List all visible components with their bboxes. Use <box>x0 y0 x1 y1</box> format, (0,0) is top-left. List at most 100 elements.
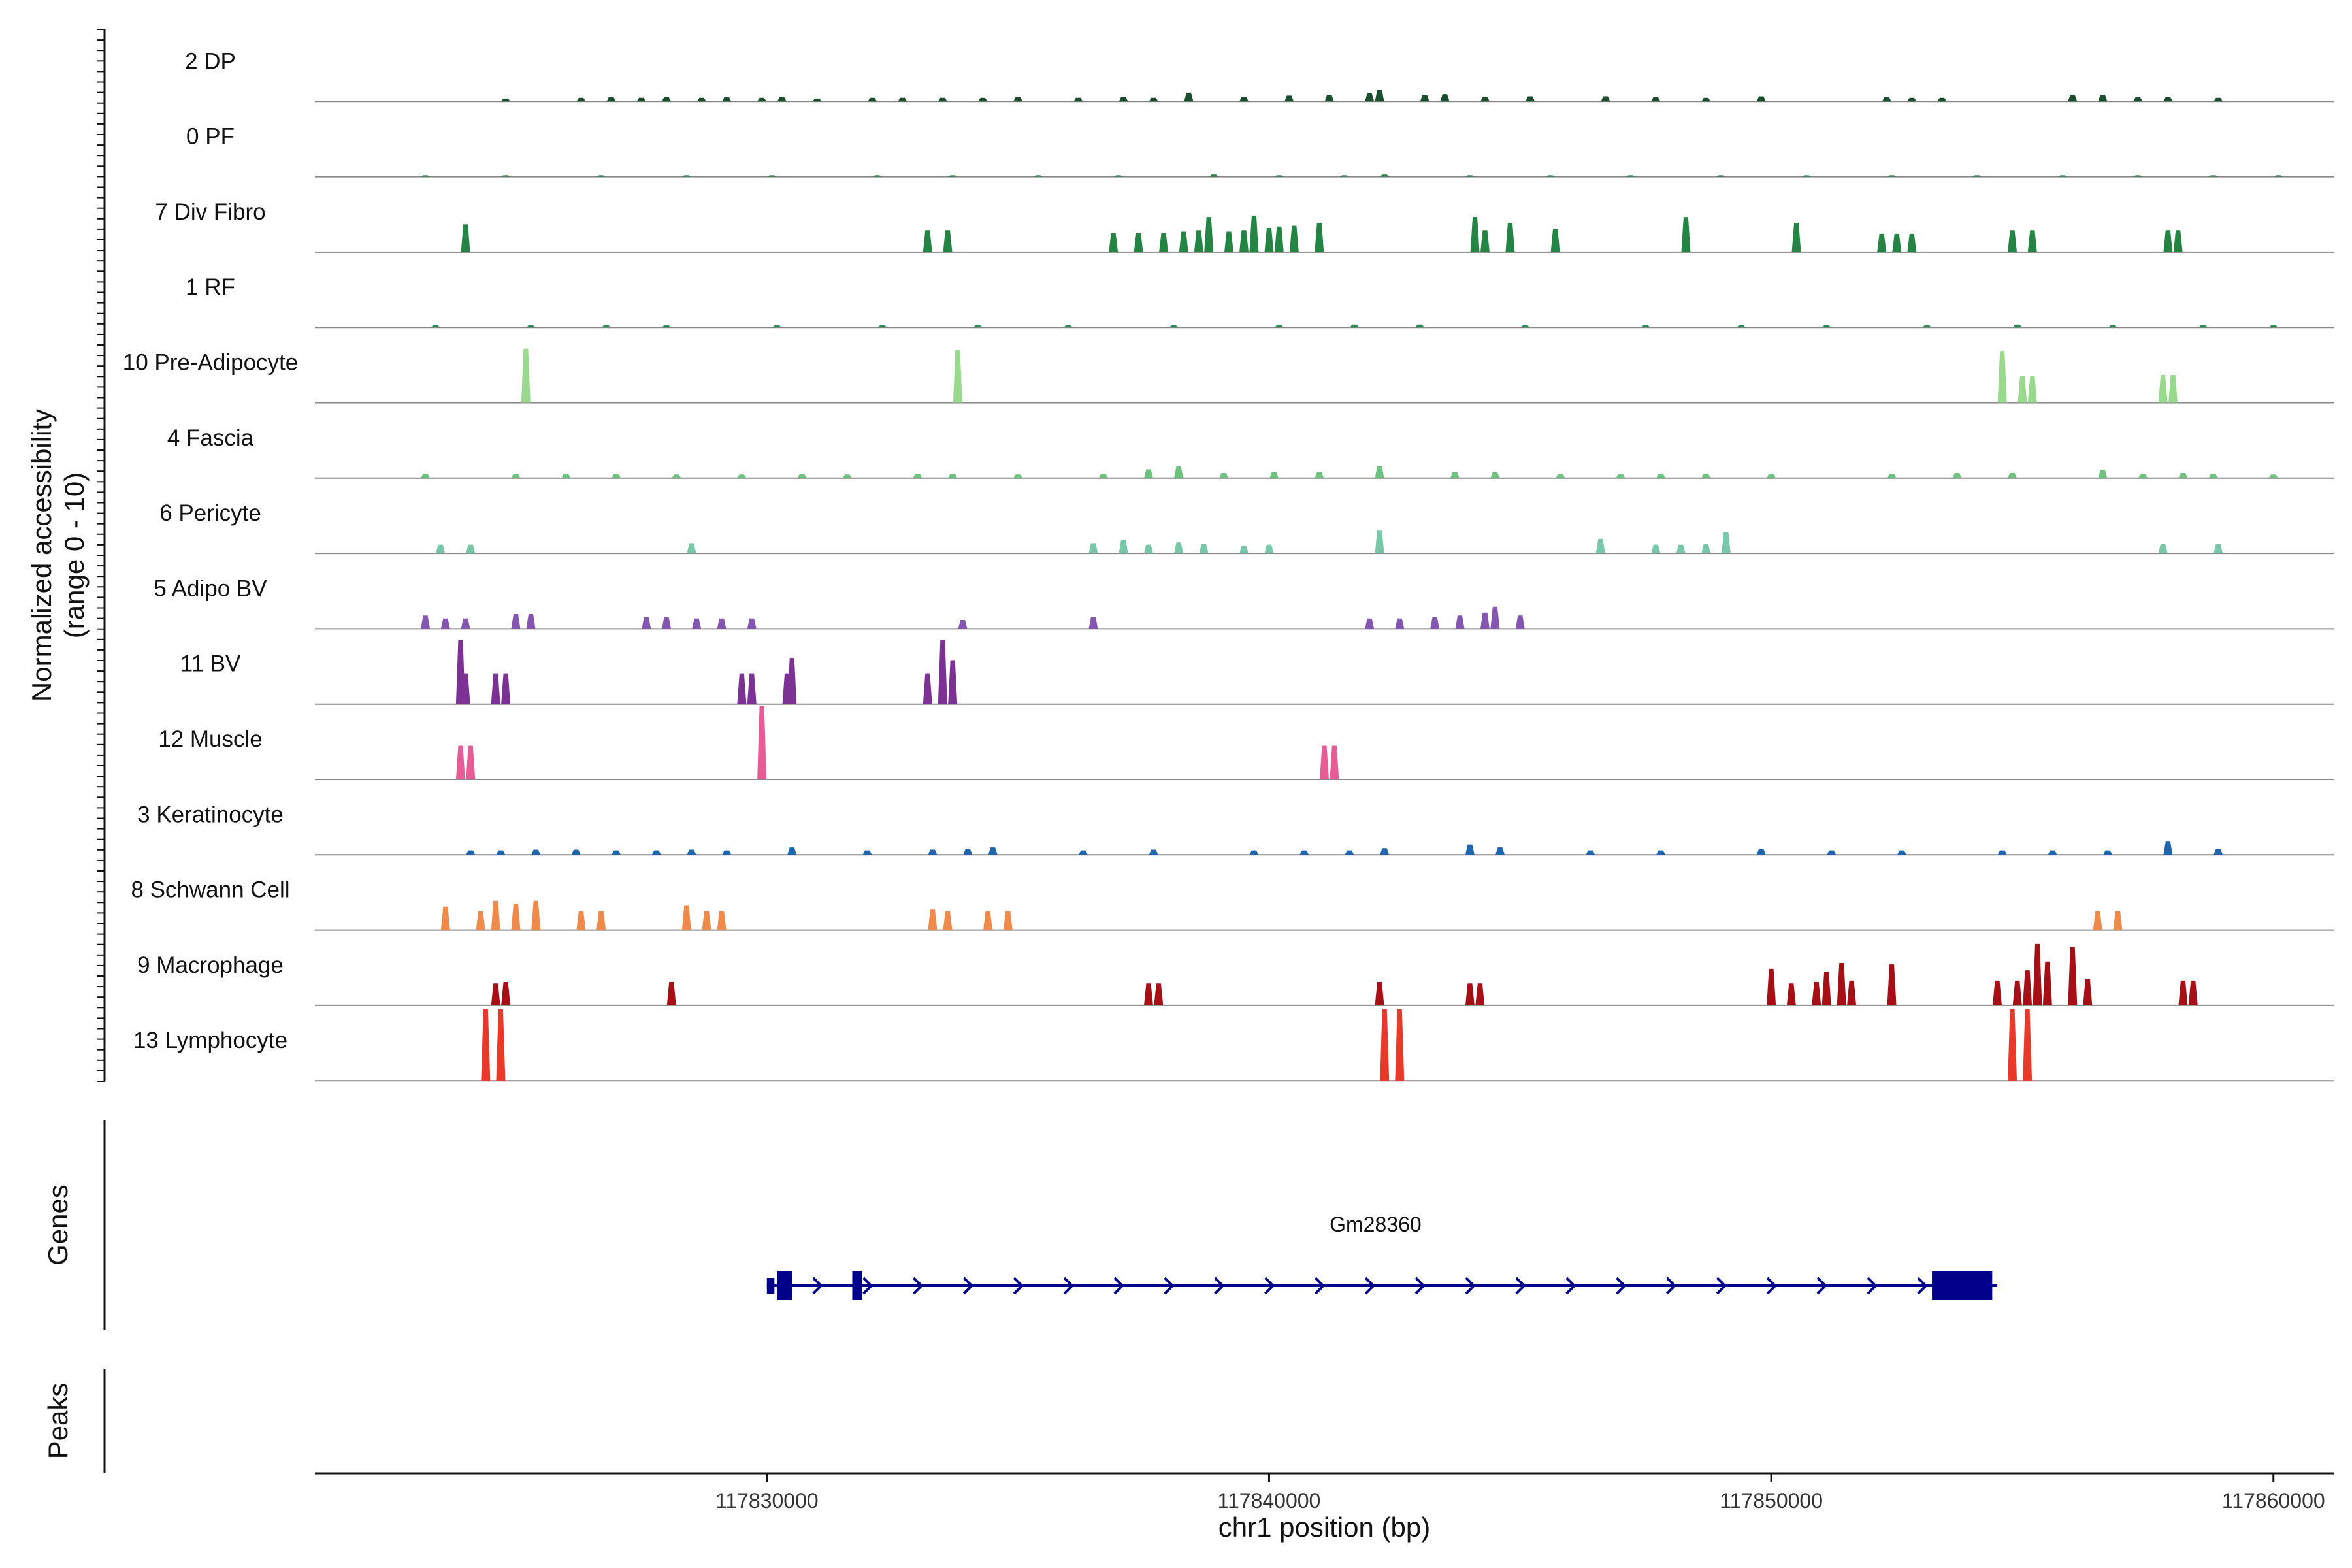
coverage-peak <box>1997 351 2007 403</box>
strand-arrow <box>1917 1277 1928 1295</box>
coverage-peak <box>2168 374 2178 403</box>
coverage-peak <box>973 325 983 328</box>
coverage-peak <box>1339 175 1349 177</box>
coverage-peak <box>1249 850 1259 855</box>
coverage-peak <box>461 224 470 252</box>
coverage-peak <box>1847 980 1857 1005</box>
track-label: 8 Schwann Cell <box>131 877 289 903</box>
coverage-peak <box>898 97 907 102</box>
coverage-peak <box>1651 97 1661 102</box>
track: 11 BV <box>180 640 2334 705</box>
coverage-peak <box>1440 94 1450 102</box>
coverage-peak <box>612 850 621 855</box>
coverage-peak <box>2113 911 2123 930</box>
coverage-peak <box>2163 97 2173 102</box>
accessibility-tracks: 2 DP 0 PF 7 Div Fibro 1 RF 10 Pre-Adipocyte 4… <box>123 48 2334 1082</box>
track: 9 Macrophage <box>137 943 2334 1006</box>
coverage-peak <box>1239 230 1249 252</box>
coverage-peak <box>2083 979 2093 1005</box>
coverage-peak <box>1375 530 1384 554</box>
coverage-peak <box>1601 96 1610 102</box>
coverage-peak <box>1119 97 1128 102</box>
track: 12 Muscle <box>158 706 2334 780</box>
peaks-panel: Peaks <box>42 1369 106 1473</box>
coverage-peak <box>436 544 446 554</box>
coverage-peak <box>2268 325 2278 328</box>
gene-exon <box>777 1271 792 1300</box>
track-label: 3 Keratinocyte <box>137 802 284 827</box>
coverage-peak <box>636 97 646 102</box>
coverage-peak <box>576 911 586 930</box>
coverage-peak <box>2098 470 2108 478</box>
strand-arrow <box>1867 1277 1878 1295</box>
coverage-peak <box>1109 233 1119 252</box>
coverage-peak <box>511 614 521 629</box>
coverage-peak <box>421 474 431 478</box>
coverage-peak <box>601 325 611 328</box>
coverage-peak <box>466 745 476 779</box>
track: 7 Div Fibro <box>155 199 2334 253</box>
coverage-peak <box>2068 947 2078 1005</box>
coverage-peak <box>1299 850 1309 855</box>
coverage-peak <box>1641 325 1650 328</box>
coverage-peak <box>2188 980 2198 1005</box>
coverage-peak <box>1827 850 1837 855</box>
coverage-peak <box>662 325 672 328</box>
coverage-peak <box>1892 233 1902 252</box>
coverage-peak <box>2213 544 2223 554</box>
coverage-peak <box>868 97 877 102</box>
strand-arrow <box>812 1277 823 1295</box>
coverage-peak <box>1274 325 1284 328</box>
strand-arrow <box>1665 1277 1677 1295</box>
coverage-peak <box>596 175 606 177</box>
coverage-peak <box>2108 325 2117 328</box>
coverage-peak <box>1013 474 1023 478</box>
coverage-peak <box>1821 972 1831 1005</box>
coverage-peak <box>757 97 767 102</box>
gene-name-label: Gm28360 <box>1330 1213 1422 1236</box>
coverage-peak <box>1455 615 1465 629</box>
coverage-peak <box>2133 97 2143 102</box>
coverage-peak <box>1721 532 1731 554</box>
x-tick-label: 117840000 <box>1218 1489 1321 1512</box>
coverage-peak <box>737 474 747 478</box>
coverage-peak <box>1174 466 1184 478</box>
coverage-peak <box>988 847 998 855</box>
coverage-peak <box>2098 95 2108 102</box>
strand-arrow <box>1364 1277 1376 1295</box>
coverage-peak <box>1545 175 1555 177</box>
coverage-peak <box>1320 745 1329 779</box>
strand-arrow <box>1113 1277 1124 1295</box>
coverage-peak <box>1179 231 1188 252</box>
coverage-peak <box>491 983 500 1005</box>
coverage-peak <box>1375 982 1384 1005</box>
coverage-peak <box>1480 612 1490 629</box>
coverage-peak <box>1490 472 1500 478</box>
track: 6 Pericyte <box>159 500 2334 555</box>
track: 0 PF <box>186 124 2334 178</box>
strand-arrow <box>1164 1277 1175 1295</box>
coverage-peak <box>596 911 606 930</box>
coverage-peak <box>1269 472 1279 478</box>
coverage-peak <box>2057 175 2067 177</box>
coverage-peak <box>1480 230 1490 252</box>
coverage-peak <box>1877 233 1887 252</box>
coverage-peak <box>440 618 450 629</box>
coverage-peak <box>812 98 822 102</box>
coverage-peak <box>1651 544 1661 554</box>
x-tick-label: 117850000 <box>1720 1489 1823 1512</box>
coverage-peak <box>2008 472 2017 478</box>
coverage-peak <box>2173 230 2183 252</box>
genes-axis-title: Genes <box>42 1184 73 1266</box>
coverage-peak <box>491 900 500 930</box>
coverage-peak <box>1430 617 1440 629</box>
coverage-peak <box>696 97 706 102</box>
coverage-peak <box>1952 472 1962 478</box>
coverage-peak <box>1887 175 1897 177</box>
coverage-peak <box>1701 474 1711 478</box>
gene-exon <box>1932 1271 1993 1300</box>
coverage-peak <box>461 673 470 704</box>
coverage-peak <box>1907 233 1917 252</box>
coverage-peak <box>787 847 797 855</box>
coverage-peak <box>717 618 727 629</box>
